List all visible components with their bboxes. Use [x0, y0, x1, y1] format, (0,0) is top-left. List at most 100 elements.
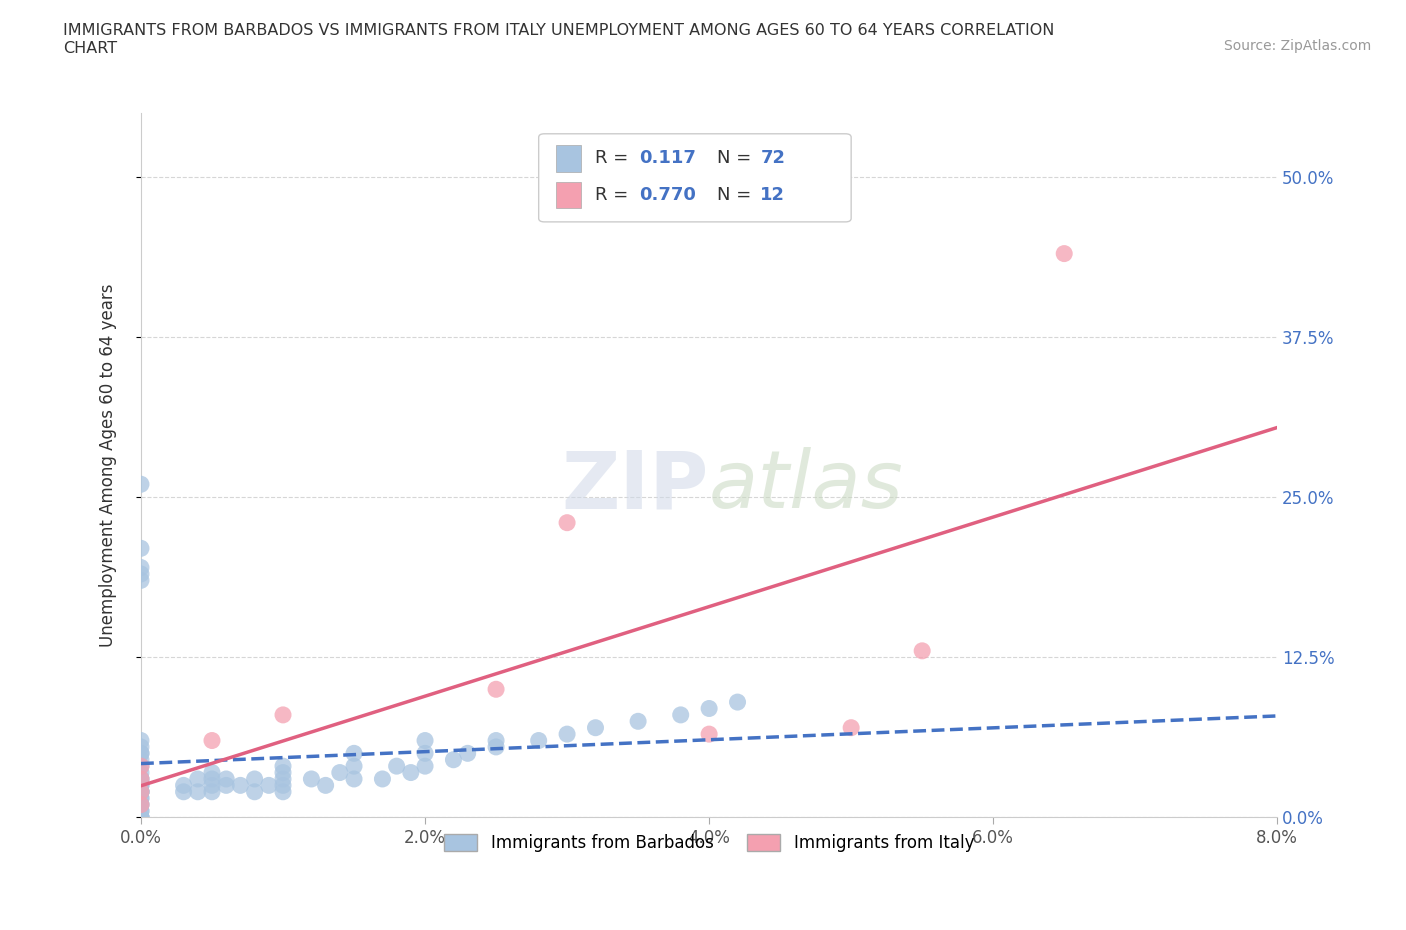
- Point: [187, 784, 209, 799]
- Point: [201, 765, 224, 780]
- Point: [627, 714, 650, 729]
- Point: [271, 777, 294, 792]
- Point: [457, 746, 479, 761]
- Point: [485, 739, 508, 754]
- Point: [129, 810, 152, 825]
- FancyBboxPatch shape: [555, 181, 581, 208]
- Point: [527, 733, 550, 748]
- Point: [215, 772, 238, 787]
- Point: [129, 573, 152, 588]
- Point: [129, 752, 152, 767]
- Point: [129, 746, 152, 761]
- Point: [229, 777, 252, 792]
- Y-axis label: Unemployment Among Ages 60 to 64 years: Unemployment Among Ages 60 to 64 years: [100, 284, 117, 646]
- Point: [413, 746, 436, 761]
- Point: [329, 765, 352, 780]
- Point: [215, 777, 238, 792]
- Point: [201, 772, 224, 787]
- Point: [555, 515, 578, 530]
- Point: [697, 726, 720, 741]
- Text: Source: ZipAtlas.com: Source: ZipAtlas.com: [1223, 39, 1371, 53]
- Point: [343, 759, 366, 774]
- Point: [485, 733, 508, 748]
- Point: [129, 759, 152, 774]
- Point: [243, 772, 266, 787]
- FancyBboxPatch shape: [538, 134, 851, 222]
- Point: [129, 777, 152, 792]
- Point: [129, 784, 152, 799]
- Text: 0.770: 0.770: [638, 186, 696, 204]
- Point: [129, 477, 152, 492]
- Text: atlas: atlas: [709, 447, 904, 525]
- Point: [129, 541, 152, 556]
- Point: [271, 784, 294, 799]
- Point: [385, 759, 408, 774]
- Point: [911, 644, 934, 658]
- Point: [129, 560, 152, 575]
- Point: [173, 777, 195, 792]
- Point: [555, 726, 578, 741]
- Text: 12: 12: [761, 186, 786, 204]
- FancyBboxPatch shape: [555, 145, 581, 172]
- Point: [129, 772, 152, 787]
- Point: [129, 784, 152, 799]
- Text: N =: N =: [717, 150, 756, 167]
- Point: [257, 777, 280, 792]
- Point: [201, 784, 224, 799]
- Point: [243, 784, 266, 799]
- Point: [299, 772, 322, 787]
- Point: [129, 797, 152, 812]
- Point: [343, 746, 366, 761]
- Point: [129, 784, 152, 799]
- Point: [129, 810, 152, 825]
- Point: [129, 797, 152, 812]
- Point: [201, 777, 224, 792]
- Text: N =: N =: [717, 186, 756, 204]
- Point: [129, 739, 152, 754]
- Point: [129, 810, 152, 825]
- Point: [271, 765, 294, 780]
- Point: [129, 777, 152, 792]
- Point: [413, 733, 436, 748]
- Point: [129, 804, 152, 818]
- Point: [129, 784, 152, 799]
- Point: [271, 759, 294, 774]
- Point: [129, 765, 152, 780]
- Point: [271, 708, 294, 723]
- Point: [129, 790, 152, 805]
- Point: [839, 720, 862, 735]
- Point: [371, 772, 394, 787]
- Point: [129, 797, 152, 812]
- Point: [399, 765, 422, 780]
- Point: [201, 733, 224, 748]
- Point: [343, 772, 366, 787]
- Point: [129, 566, 152, 581]
- Point: [129, 759, 152, 774]
- Point: [413, 759, 436, 774]
- Point: [315, 777, 337, 792]
- Point: [485, 682, 508, 697]
- Text: IMMIGRANTS FROM BARBADOS VS IMMIGRANTS FROM ITALY UNEMPLOYMENT AMONG AGES 60 TO : IMMIGRANTS FROM BARBADOS VS IMMIGRANTS F…: [63, 23, 1054, 56]
- Point: [187, 772, 209, 787]
- Point: [727, 695, 749, 710]
- Point: [697, 701, 720, 716]
- Point: [129, 810, 152, 825]
- Text: 0.117: 0.117: [638, 150, 696, 167]
- Point: [129, 772, 152, 787]
- Text: 72: 72: [761, 150, 786, 167]
- Point: [669, 708, 692, 723]
- Point: [129, 784, 152, 799]
- Point: [129, 746, 152, 761]
- Point: [129, 772, 152, 787]
- Point: [1053, 246, 1076, 261]
- Point: [129, 804, 152, 818]
- Legend: Immigrants from Barbados, Immigrants from Italy: Immigrants from Barbados, Immigrants fro…: [437, 827, 981, 858]
- Point: [585, 720, 607, 735]
- Text: R =: R =: [596, 150, 634, 167]
- Point: [129, 733, 152, 748]
- Point: [129, 790, 152, 805]
- Point: [443, 752, 465, 767]
- Point: [271, 772, 294, 787]
- Text: ZIP: ZIP: [562, 447, 709, 525]
- Point: [173, 784, 195, 799]
